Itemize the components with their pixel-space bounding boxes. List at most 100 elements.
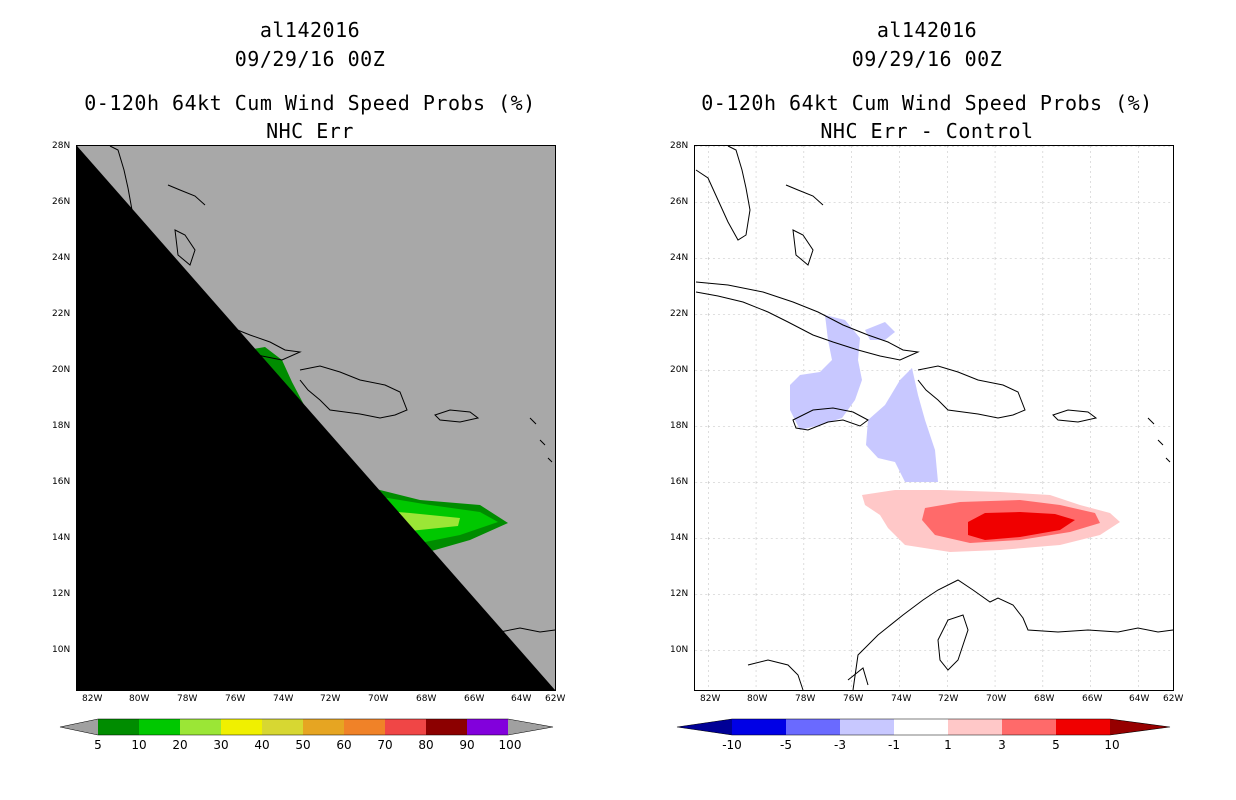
right-colorbar-high-end xyxy=(1110,719,1170,735)
left-lat-label: 16N xyxy=(52,477,71,487)
right-map-frame xyxy=(694,145,1174,691)
left-subtitle: NHC Err xyxy=(266,119,354,143)
left-colorbar-bin xyxy=(344,719,385,735)
right-colorbar-label: 10 xyxy=(1104,738,1120,752)
right-lat-label: 22N xyxy=(670,309,689,319)
left-lon-label: 82W xyxy=(82,694,103,704)
right-colorbar-bin xyxy=(1056,719,1110,735)
diff-neg-1-area-a xyxy=(790,315,862,430)
left-colorbar xyxy=(59,718,554,736)
left-lon-label: 70W xyxy=(368,694,389,704)
left-colorbar-bin xyxy=(98,719,139,735)
left-colorbar-bin xyxy=(262,719,303,735)
right-datetime: 09/29/16 00Z xyxy=(851,47,1003,71)
right-colorbar-label: 1 xyxy=(944,738,952,752)
right-colorbar-bin xyxy=(732,719,786,735)
right-lon-label: 62W xyxy=(1163,694,1184,704)
right-product-title: 0-120h 64kt Cum Wind Speed Probs (%) xyxy=(701,91,1153,115)
right-lon-label: 78W xyxy=(795,694,816,704)
right-lat-label: 28N xyxy=(670,141,689,151)
left-lon-label: 72W xyxy=(320,694,341,704)
right-colorbar-label: -5 xyxy=(780,738,792,752)
right-colorbar-label: -1 xyxy=(888,738,900,752)
left-colorbar-label: 20 xyxy=(172,738,188,752)
left-lat-label: 10N xyxy=(52,645,71,655)
right-colorbar-label: 3 xyxy=(998,738,1006,752)
left-colorbar-label: 10 xyxy=(131,738,147,752)
left-colorbar-label: 70 xyxy=(377,738,393,752)
right-colorbar-label: -3 xyxy=(834,738,846,752)
left-lat-label: 26N xyxy=(52,197,71,207)
right-lat-label: 16N xyxy=(670,477,689,487)
right-lon-label: 80W xyxy=(747,694,768,704)
left-lat-label: 18N xyxy=(52,421,71,431)
right-colorbar-low-end xyxy=(677,719,732,735)
left-colorbar-label: 50 xyxy=(295,738,311,752)
diff-neg-1-area-c xyxy=(866,368,938,482)
left-colorbar-label: 5 xyxy=(94,738,102,752)
left-product-title: 0-120h 64kt Cum Wind Speed Probs (%) xyxy=(84,91,536,115)
right-colorbar-bin xyxy=(1002,719,1056,735)
left-colorbar-bin xyxy=(221,719,262,735)
right-lat-label: 18N xyxy=(670,421,689,431)
left-colorbar-bin xyxy=(139,719,180,735)
right-colorbar-bin xyxy=(894,719,948,735)
right-colorbar-label: 5 xyxy=(1052,738,1060,752)
right-lat-label: 24N xyxy=(670,253,689,263)
right-colorbar-bin xyxy=(840,719,894,735)
right-lat-label: 26N xyxy=(670,197,689,207)
left-datetime: 09/29/16 00Z xyxy=(234,47,386,71)
diff-pos-5-area xyxy=(968,512,1075,540)
right-lat-label: 20N xyxy=(670,365,689,375)
right-colorbar-label: -10 xyxy=(722,738,742,752)
right-lat-label: 10N xyxy=(670,645,689,655)
left-colorbar-label: 60 xyxy=(336,738,352,752)
left-lon-label: 64W xyxy=(511,694,532,704)
left-colorbar-label: 100 xyxy=(498,738,522,752)
right-map xyxy=(695,145,1174,691)
left-colorbar-bin xyxy=(303,719,344,735)
right-map-grid xyxy=(695,146,1173,690)
left-map xyxy=(76,145,556,691)
right-lon-label: 76W xyxy=(843,694,864,704)
left-lon-label: 66W xyxy=(464,694,485,704)
right-colorbar xyxy=(676,718,1171,736)
right-lon-label: 66W xyxy=(1082,694,1103,704)
left-colorbar-low-end xyxy=(60,719,98,735)
right-lon-label: 72W xyxy=(938,694,959,704)
right-lat-label: 14N xyxy=(670,533,689,543)
left-colorbar-bin xyxy=(467,719,508,735)
right-lon-label: 70W xyxy=(986,694,1007,704)
left-lat-label: 28N xyxy=(52,141,71,151)
left-lat-label: 12N xyxy=(52,589,71,599)
left-lon-label: 74W xyxy=(273,694,294,704)
right-lon-label: 68W xyxy=(1034,694,1055,704)
right-lon-label: 64W xyxy=(1129,694,1150,704)
left-colorbar-label: 80 xyxy=(418,738,434,752)
right-subtitle: NHC Err - Control xyxy=(820,119,1034,143)
left-lat-label: 14N xyxy=(52,533,71,543)
left-colorbar-bin xyxy=(385,719,426,735)
left-colorbar-label: 90 xyxy=(459,738,475,752)
left-lat-label: 20N xyxy=(52,365,71,375)
right-lat-label: 12N xyxy=(670,589,689,599)
left-colorbar-label: 40 xyxy=(254,738,270,752)
left-colorbar-bin xyxy=(180,719,221,735)
left-lon-label: 62W xyxy=(545,694,566,704)
right-lon-label: 74W xyxy=(891,694,912,704)
left-lon-label: 76W xyxy=(225,694,246,704)
left-colorbar-bin xyxy=(426,719,467,735)
left-colorbar-label: 30 xyxy=(213,738,229,752)
left-colorbar-high-end xyxy=(508,719,553,735)
right-storm-id: al142016 xyxy=(876,18,978,42)
right-lon-label: 82W xyxy=(700,694,721,704)
left-map-frame xyxy=(76,145,556,691)
left-lon-label: 78W xyxy=(177,694,198,704)
right-colorbar-bin xyxy=(948,719,1002,735)
left-lon-label: 68W xyxy=(416,694,437,704)
diff-neg-1-area-b xyxy=(865,322,895,340)
right-colorbar-bin xyxy=(786,719,840,735)
left-lat-label: 24N xyxy=(52,253,71,263)
left-lat-label: 22N xyxy=(52,309,71,319)
